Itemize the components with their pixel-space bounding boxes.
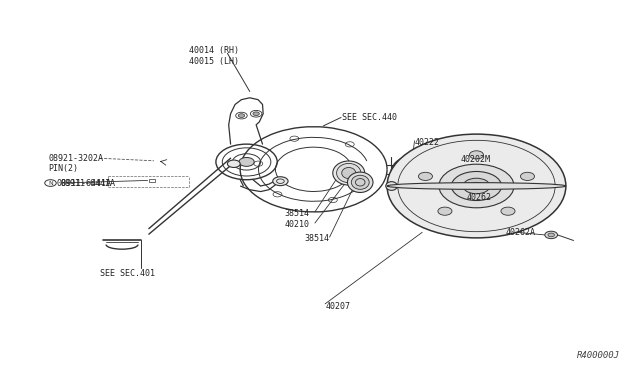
- Circle shape: [439, 164, 514, 208]
- Circle shape: [238, 114, 244, 118]
- Text: 40222: 40222: [415, 138, 440, 147]
- Ellipse shape: [387, 183, 566, 189]
- Circle shape: [470, 182, 483, 190]
- Circle shape: [227, 160, 240, 167]
- Text: 08911-6441A: 08911-6441A: [60, 179, 115, 187]
- Ellipse shape: [396, 162, 420, 187]
- Circle shape: [253, 112, 259, 116]
- Ellipse shape: [333, 161, 365, 185]
- Circle shape: [273, 177, 288, 186]
- Ellipse shape: [390, 166, 426, 201]
- Ellipse shape: [401, 167, 415, 182]
- Circle shape: [417, 164, 423, 167]
- Text: 40262A: 40262A: [505, 228, 535, 237]
- Text: PIN(2): PIN(2): [49, 164, 79, 173]
- Circle shape: [387, 134, 566, 238]
- Circle shape: [469, 151, 483, 159]
- Circle shape: [451, 171, 502, 201]
- Text: 40202M: 40202M: [461, 155, 490, 164]
- Text: 38514: 38514: [285, 209, 310, 218]
- Circle shape: [520, 172, 534, 180]
- Ellipse shape: [390, 157, 426, 192]
- Ellipse shape: [351, 175, 369, 189]
- Text: 08911-6441A: 08911-6441A: [57, 179, 112, 187]
- Ellipse shape: [386, 182, 397, 190]
- Text: 40207: 40207: [325, 302, 350, 311]
- Circle shape: [501, 207, 515, 215]
- Text: 08921-3202A: 08921-3202A: [49, 154, 104, 163]
- Circle shape: [239, 157, 254, 166]
- Bar: [150, 179, 156, 182]
- Ellipse shape: [404, 171, 412, 179]
- Ellipse shape: [342, 167, 356, 179]
- Text: 40262: 40262: [467, 193, 492, 202]
- Circle shape: [548, 233, 554, 237]
- Circle shape: [438, 207, 452, 215]
- Text: 40014 (RH): 40014 (RH): [189, 46, 239, 55]
- Text: SEE SEC.401: SEE SEC.401: [100, 269, 155, 278]
- Text: SEE SEC.440: SEE SEC.440: [342, 113, 397, 122]
- Text: 40015 (LH): 40015 (LH): [189, 57, 239, 66]
- Text: R400000J: R400000J: [577, 351, 620, 360]
- Circle shape: [463, 178, 490, 194]
- Text: 38514: 38514: [305, 234, 330, 244]
- Text: 40210: 40210: [285, 221, 310, 230]
- Ellipse shape: [348, 172, 373, 192]
- Ellipse shape: [337, 163, 361, 183]
- Circle shape: [419, 172, 433, 180]
- Text: N: N: [48, 180, 53, 186]
- Circle shape: [545, 231, 557, 238]
